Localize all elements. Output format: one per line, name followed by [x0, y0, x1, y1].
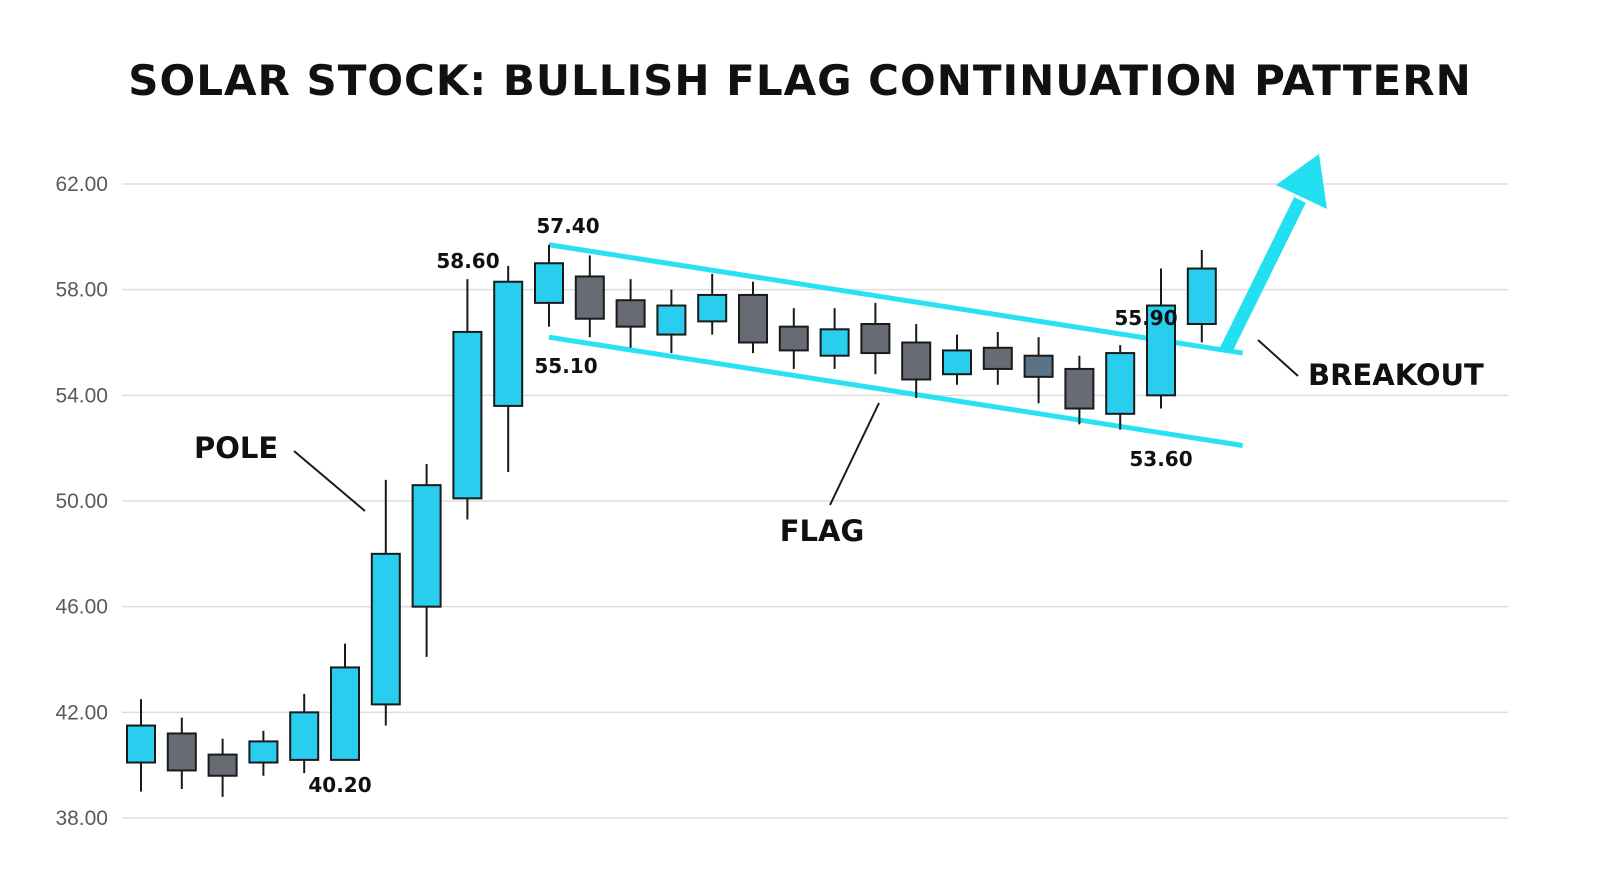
- y-tick-label: 58.00: [55, 279, 108, 302]
- price-label: 55.90: [1114, 306, 1177, 330]
- price-label: 57.40: [536, 214, 599, 238]
- breakout-arrow-shaft: [1220, 197, 1306, 353]
- candle-body: [330, 666, 360, 761]
- candle-body: [207, 753, 238, 777]
- price-label: 55.10: [534, 354, 597, 378]
- breakout-leader-line: [1257, 339, 1299, 377]
- candle-body: [1064, 367, 1095, 410]
- y-tick-label: 46.00: [55, 596, 108, 619]
- candle-body: [289, 711, 320, 761]
- flag-upper-line: [548, 242, 1243, 356]
- labels-layer: 57.40 58.60 55.10 55.90 53.60 40.20 POLE FLAG BR…: [194, 214, 1484, 797]
- price-label: 53.60: [1129, 447, 1192, 471]
- candle-body: [370, 552, 401, 706]
- y-tick-label: 50.00: [55, 490, 108, 513]
- annotation-label: POLE: [194, 431, 278, 465]
- candle-body: [574, 275, 605, 320]
- chart-title: SOLAR STOCK: BULLISH FLAG CONTINUATION P…: [128, 56, 1472, 105]
- candle-body: [1023, 354, 1054, 378]
- candle-body: [1186, 267, 1217, 326]
- flag-lower-line: [548, 334, 1243, 448]
- flag-channel: [548, 154, 1327, 448]
- annotation-label: FLAG: [780, 514, 865, 548]
- pole-leader-line: [293, 450, 366, 512]
- price-label: 58.60: [436, 249, 499, 273]
- candle-body: [860, 323, 891, 355]
- candle-body: [534, 262, 564, 304]
- candle-body: [901, 341, 932, 381]
- candle-body: [452, 330, 483, 500]
- y-tick-label: 62.00: [55, 173, 108, 196]
- annotation-label: BREAKOUT: [1308, 358, 1484, 392]
- candle-body: [411, 484, 442, 608]
- y-tick-label: 38.00: [55, 807, 108, 830]
- candle-body: [778, 325, 809, 352]
- grid-layer: 62.00 58.00 54.00 50.00 46.00 42.00 38.00: [55, 173, 1508, 830]
- candle-body: [982, 346, 1013, 370]
- price-label: 40.20: [308, 773, 371, 797]
- candle-body: [615, 299, 646, 328]
- y-tick-label: 54.00: [55, 384, 108, 407]
- flag-leader-line: [829, 402, 880, 506]
- candle-body: [942, 349, 972, 376]
- candle-body: [656, 304, 687, 336]
- breakout-arrow-head: [1276, 154, 1327, 209]
- y-tick-label: 42.00: [55, 701, 108, 724]
- candles-layer: [126, 244, 1217, 797]
- candle-body: [738, 293, 768, 344]
- candle-body: [166, 732, 197, 772]
- candle-body: [819, 328, 850, 357]
- candle-body: [1105, 352, 1136, 415]
- candle-body: [126, 724, 156, 764]
- candle-body: [1146, 304, 1176, 397]
- candle-body: [697, 293, 728, 323]
- candle-body: [248, 740, 279, 764]
- candle-body: [493, 280, 524, 407]
